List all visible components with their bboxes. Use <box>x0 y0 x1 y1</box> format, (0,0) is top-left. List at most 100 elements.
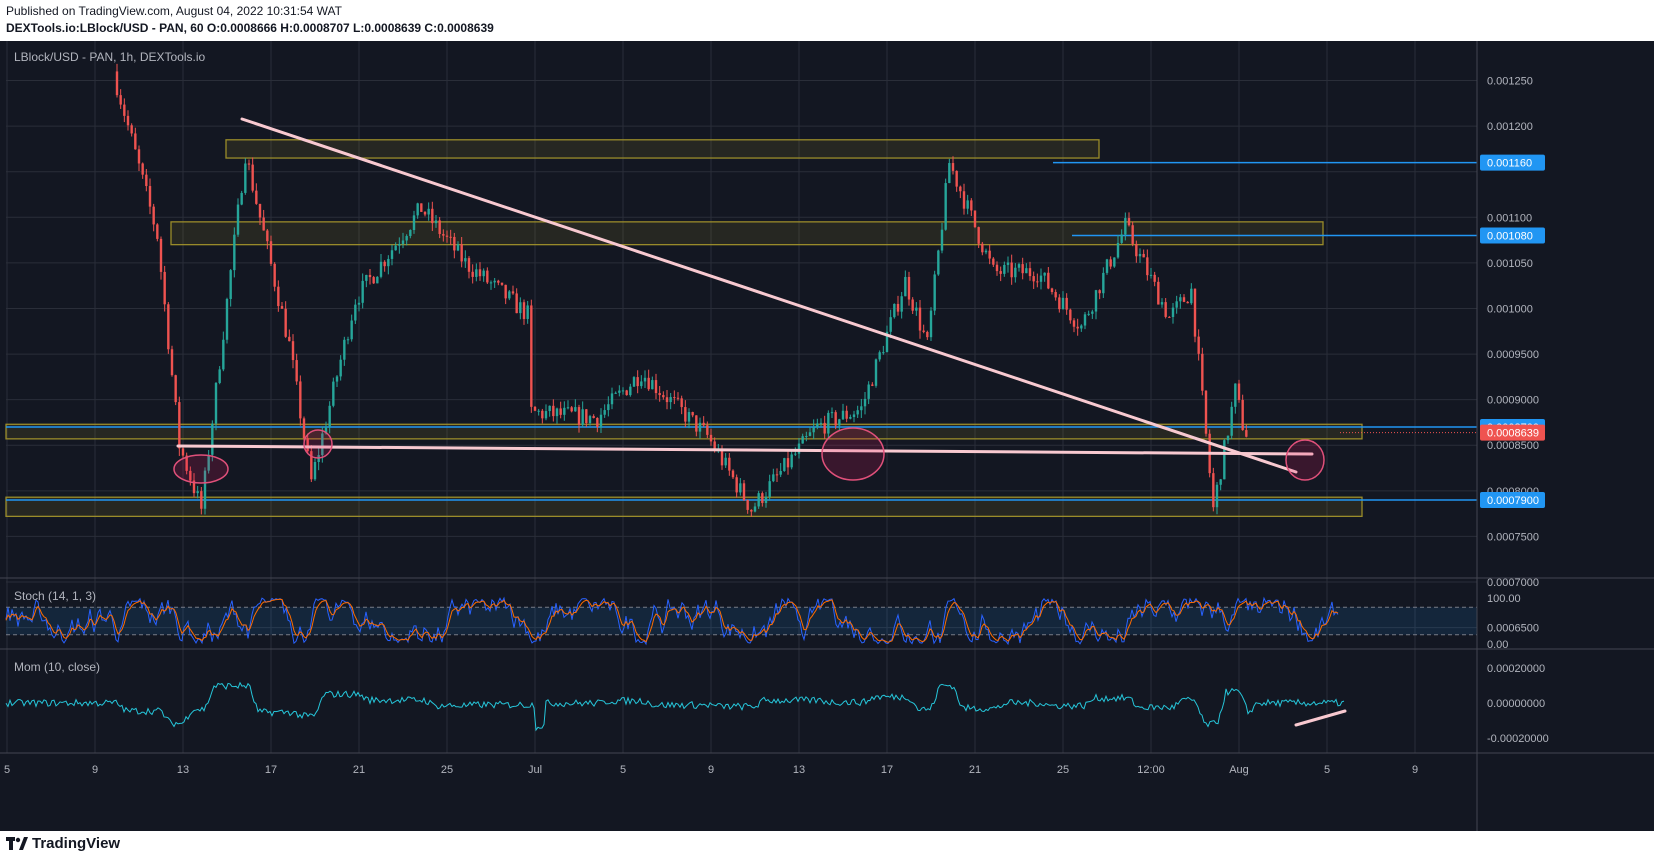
candle-body <box>871 384 874 386</box>
candle-body <box>750 509 753 512</box>
candle-body <box>145 174 148 187</box>
candle-body <box>779 470 782 475</box>
candle-body <box>1076 326 1079 329</box>
candle-body <box>1083 314 1087 326</box>
candle-body <box>222 339 225 370</box>
candle-body <box>1017 264 1021 268</box>
candle-body <box>1014 267 1017 278</box>
candle-body <box>1039 275 1043 282</box>
candle-body <box>684 407 687 422</box>
stoch-scale-label: 0.00 <box>1487 639 1508 651</box>
chart-canvas[interactable]: 0.001250 0.001200 0.001160 0.001100 0.001080… <box>0 41 1654 831</box>
candle-body <box>266 230 269 242</box>
candle-body <box>585 409 588 424</box>
price-scale[interactable]: 0.001250 0.001200 0.001160 0.001100 0.001080… <box>1480 76 1549 746</box>
candle-body <box>236 204 240 235</box>
candle-body <box>552 405 555 417</box>
candle-body <box>185 455 188 471</box>
candle-body <box>178 402 181 449</box>
candle-body <box>255 190 258 204</box>
axes <box>0 41 1654 831</box>
candle-body <box>665 397 669 403</box>
candle-body <box>761 493 764 503</box>
candle-body <box>343 339 346 360</box>
candle-body <box>379 261 383 277</box>
candle-body <box>390 250 394 259</box>
candle-body <box>570 407 573 412</box>
mom-scale-label: -0.00020000 <box>1487 733 1549 745</box>
candle-body <box>687 412 691 422</box>
highlight-circle <box>821 427 885 481</box>
candle-body <box>159 238 163 272</box>
candle-body <box>383 261 386 267</box>
candle-body <box>1237 383 1241 400</box>
candle-body <box>907 276 911 300</box>
candle-body <box>163 271 166 305</box>
candle-body <box>522 302 526 319</box>
candle-body <box>1091 311 1094 314</box>
candle-body <box>878 352 881 360</box>
candle-body <box>357 302 361 305</box>
candle-body <box>951 163 955 171</box>
candle-body <box>1160 302 1164 305</box>
candle-body <box>1025 268 1028 274</box>
candle-body <box>1201 353 1204 391</box>
candle-body <box>174 375 177 403</box>
candle-body <box>797 443 801 454</box>
candle-body <box>291 341 295 361</box>
candle-body <box>170 349 174 376</box>
candle-body <box>643 377 647 382</box>
candle-body <box>350 320 353 340</box>
candle-body <box>981 243 984 253</box>
candle-body <box>1212 473 1215 508</box>
candle-body <box>412 215 416 230</box>
candle-body <box>211 423 214 455</box>
time-label: 25 <box>441 764 453 776</box>
candle-body <box>929 310 933 338</box>
candle-body <box>1241 399 1244 431</box>
chart-background <box>0 41 1654 831</box>
candle-body <box>537 410 540 412</box>
candle-body <box>295 360 298 382</box>
momentum-line <box>5 681 1345 732</box>
candle-body <box>541 410 544 419</box>
candle-body <box>467 258 471 272</box>
candle-body <box>680 398 683 408</box>
candle-body <box>1109 259 1112 267</box>
stoch-k-line <box>5 596 1339 646</box>
candle-body <box>676 397 680 399</box>
candle-body <box>280 306 284 309</box>
highlight-circle <box>1285 439 1325 481</box>
candle-body <box>1116 242 1120 258</box>
candle-body <box>555 408 559 417</box>
candle-body <box>735 477 738 493</box>
candle-body <box>1006 262 1010 265</box>
candle-body <box>739 483 742 493</box>
tradingview-logo[interactable]: TradingView <box>6 835 120 852</box>
candle-body <box>728 457 731 471</box>
candle-body <box>464 258 467 262</box>
symbol-ohlc-line: DEXTools.io:LBlock/USD - PAN, 60 O:0.000… <box>6 21 494 35</box>
candle-body <box>1171 307 1175 318</box>
time-scale[interactable]: 5 9 13 17 21 25 Jul 5 9 13 17 21 25 12:00 Aug 5 9 <box>4 764 1418 776</box>
candle-body <box>423 211 427 215</box>
mom-scale-label: 0.00020000 <box>1487 663 1545 675</box>
candle-body <box>511 291 515 294</box>
candle-body <box>940 229 944 251</box>
candle-body <box>706 425 709 435</box>
candle-body <box>841 410 845 420</box>
candle-body <box>1193 288 1197 337</box>
candle-body <box>1127 218 1131 226</box>
candle-body <box>834 412 837 426</box>
tradingview-logo-icon <box>6 836 28 850</box>
candle-body <box>1061 297 1065 310</box>
candle-body <box>955 170 958 187</box>
time-label: Aug <box>1229 764 1249 776</box>
time-label: 12:00 <box>1137 764 1165 776</box>
candle-body <box>720 450 724 466</box>
highlight-circles <box>173 427 1325 484</box>
time-label: 13 <box>793 764 805 776</box>
candle-body <box>882 352 885 354</box>
candle-body <box>1105 259 1109 273</box>
grid-lines <box>6 41 1477 753</box>
